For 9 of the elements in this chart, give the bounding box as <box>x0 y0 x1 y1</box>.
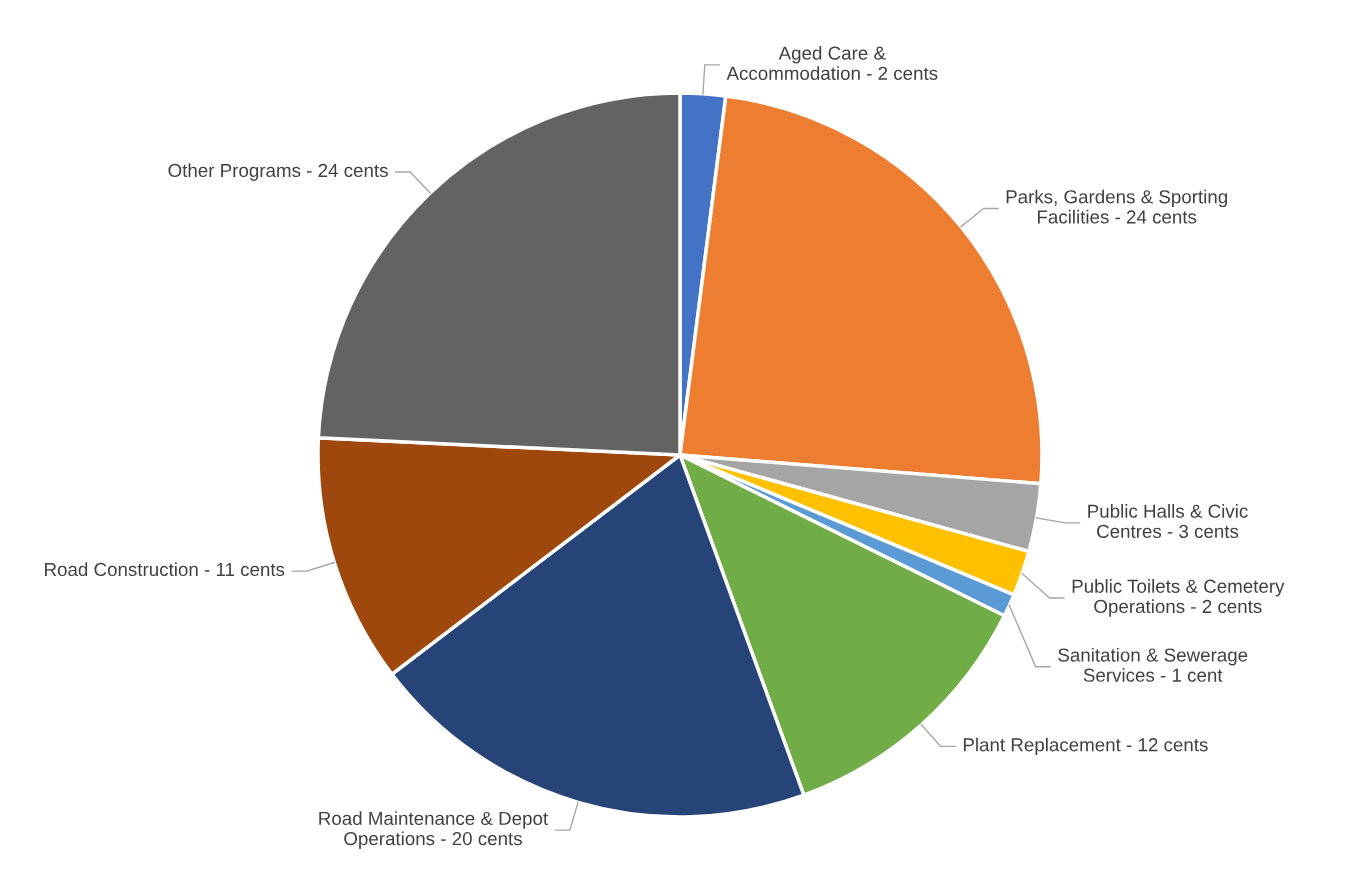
slice-label: Public Halls & Civic Centres - 3 cents <box>1088 504 1248 539</box>
slice-label: Road Construction - 11 cents <box>45 562 285 577</box>
slice-label: Plant Replacement - 12 cents <box>963 737 1208 756</box>
slice-label: Parks, Gardens & Sporting Facilities - 24 cents <box>1006 189 1227 224</box>
slice-label: Road Maintenance & Depot Operations - 20 cents <box>319 811 549 849</box>
slice-label: Other Programs - 24 cents <box>168 163 388 181</box>
slice-label: Aged Care & Accommodation - 2 cents <box>726 45 938 80</box>
slice-label: Sanitation & Sewerage Services - 1 cent <box>1058 647 1248 682</box>
slice-label: Public Toilets & Cemetery Operations - 2 cents <box>1072 579 1285 617</box>
